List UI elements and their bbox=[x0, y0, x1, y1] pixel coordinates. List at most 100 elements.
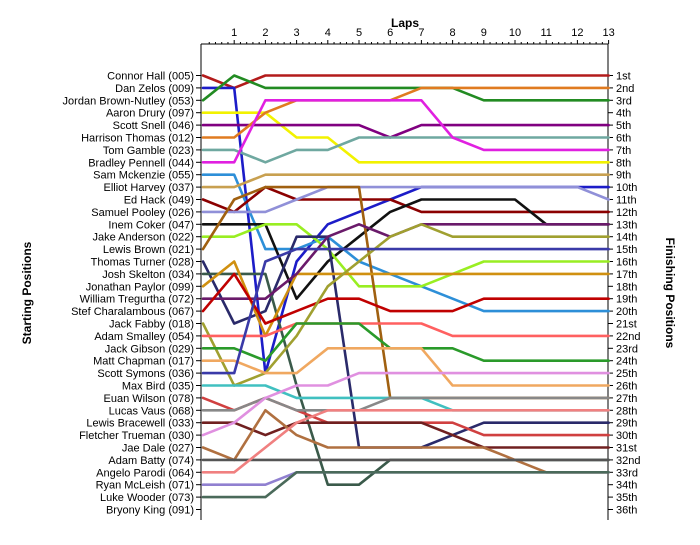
driver-line-20 bbox=[201, 272, 610, 325]
lap-tick-labels: 1 2 3 4 5 6 7 8 9 10 11 12 13 bbox=[231, 27, 615, 39]
finishing-position-label: 13th bbox=[616, 219, 637, 231]
finishing-position-label: 26th bbox=[616, 381, 637, 393]
driver-line-17 bbox=[201, 272, 610, 487]
starting-position-label: Bryony King (091) bbox=[106, 505, 194, 517]
lap-tick-label: 11 bbox=[540, 27, 551, 39]
finishing-position-label: 25th bbox=[616, 368, 637, 380]
series-layer bbox=[201, 74, 610, 499]
starting-position-label: Jordan Brown-Nutley (053) bbox=[63, 95, 194, 107]
lap-tick-label: 8 bbox=[450, 27, 456, 39]
driver-line-30 bbox=[201, 371, 610, 437]
finishing-position-label: 8th bbox=[616, 157, 631, 169]
finishing-position-label: 11th bbox=[616, 195, 637, 207]
driver-line-27 bbox=[201, 396, 610, 437]
starting-position-label: Dan Zelos (009) bbox=[115, 83, 194, 95]
finishing-position-label: 7th bbox=[616, 145, 631, 157]
starting-position-label: Aaron Drury (097) bbox=[106, 108, 194, 120]
finishing-position-label: 3rd bbox=[616, 95, 632, 107]
finishing-position-label: 6th bbox=[616, 133, 631, 145]
starting-position-label: Josh Skelton (034) bbox=[102, 269, 194, 281]
starting-position-label: Lucas Vaus (068) bbox=[109, 405, 194, 417]
finishing-position-label: 24th bbox=[616, 356, 637, 368]
starting-position-label: Scott Snell (046) bbox=[113, 120, 194, 132]
finishing-position-label: 20th bbox=[616, 306, 637, 318]
starting-position-label: Scott Symons (036) bbox=[97, 368, 194, 380]
right-axis-title: Finishing Positions bbox=[663, 238, 677, 349]
finishing-position-label: 1st bbox=[616, 71, 631, 83]
starting-position-label: Ryan McLeish (071) bbox=[96, 480, 194, 492]
starting-position-label: Lewis Brown (021) bbox=[103, 244, 194, 256]
driver-line-25 bbox=[201, 247, 610, 375]
starting-position-label: Euan Wilson (078) bbox=[104, 393, 195, 405]
starting-position-label: Max Bird (035) bbox=[122, 381, 194, 393]
finishing-position-label: 16th bbox=[616, 257, 637, 269]
lap-tick-label: 7 bbox=[418, 27, 424, 39]
finishing-position-label: 36th bbox=[616, 505, 637, 517]
driver-line-6 bbox=[201, 86, 610, 139]
starting-position-label: Jae Dale (027) bbox=[122, 443, 194, 455]
lap-tick-label: 13 bbox=[602, 27, 614, 39]
starting-position-label: Lewis Bracewell (033) bbox=[86, 418, 194, 430]
starting-position-label: Luke Wooder (073) bbox=[100, 492, 194, 504]
driver-line-7 bbox=[201, 136, 610, 164]
driver-line-21 bbox=[201, 223, 610, 387]
starting-position-label: Matt Chapman (017) bbox=[93, 356, 194, 368]
starting-position-label: Jack Gibson (029) bbox=[105, 343, 194, 355]
driver-line-5 bbox=[201, 123, 610, 139]
finishing-position-label: 15th bbox=[616, 244, 637, 256]
starting-position-label: Fletcher Trueman (030) bbox=[79, 430, 194, 442]
starting-position-label: Elliot Harvey (037) bbox=[104, 182, 194, 194]
driver-line-22 bbox=[201, 322, 610, 338]
starting-position-label: Thomas Turner (028) bbox=[91, 257, 194, 269]
finishing-position-label: 12th bbox=[616, 207, 637, 219]
finishing-position-label: 35th bbox=[616, 492, 637, 504]
driver-line-12 bbox=[201, 185, 610, 214]
starting-position-label: Adam Batty (074) bbox=[108, 455, 194, 467]
lap-tick-label: 2 bbox=[262, 27, 268, 39]
finishing-position-label: 21st bbox=[616, 319, 637, 331]
driver-line-13 bbox=[201, 198, 610, 301]
finishing-position-label: 27th bbox=[616, 393, 637, 405]
finishing-position-label: 29th bbox=[616, 418, 637, 430]
finishing-position-label: 2nd bbox=[616, 83, 634, 95]
driver-line-14 bbox=[201, 223, 610, 288]
driver-line-31 bbox=[201, 408, 610, 474]
finishing-position-label: 23rd bbox=[616, 343, 638, 355]
finishing-position-label: 31st bbox=[616, 443, 637, 455]
starting-position-label: Jack Fabby (018) bbox=[109, 319, 194, 331]
driver-line-33 bbox=[201, 408, 610, 474]
driver-line-35 bbox=[201, 470, 610, 499]
finishing-position-label: 33rd bbox=[616, 467, 638, 479]
starting-position-label: Jake Anderson (022) bbox=[92, 232, 194, 244]
lap-tick-label: 9 bbox=[481, 27, 487, 39]
driver-line-4 bbox=[201, 111, 610, 164]
starting-position-label: Tom Gamble (023) bbox=[103, 145, 194, 157]
starting-position-label: Bradley Pennell (044) bbox=[88, 157, 194, 169]
starting-position-label: Stef Charalambous (067) bbox=[71, 306, 194, 318]
starting-position-label: Sam Mckenzie (055) bbox=[93, 170, 194, 182]
finishing-position-label: 28th bbox=[616, 405, 637, 417]
left-axis-title: Starting Positions bbox=[20, 241, 34, 344]
driver-line-9 bbox=[201, 173, 610, 313]
starting-position-label: Inem Coker (047) bbox=[108, 219, 194, 231]
driver-line-29 bbox=[201, 421, 610, 449]
finishing-position-label: 19th bbox=[616, 294, 637, 306]
finishing-position-label: 30th bbox=[616, 430, 637, 442]
finishing-position-label: 34th bbox=[616, 480, 637, 492]
finishing-position-label: 4th bbox=[616, 108, 631, 120]
finishing-position-label: 14th bbox=[616, 232, 637, 244]
starting-position-label: Jonathan Paylor (099) bbox=[86, 281, 194, 293]
starting-position-label: William Tregurtha (072) bbox=[80, 294, 194, 306]
driver-line-18 bbox=[201, 260, 610, 338]
lap-tick-label: 12 bbox=[571, 27, 583, 39]
lap-tick-label: 1 bbox=[231, 27, 237, 39]
lap-tick-label: 6 bbox=[387, 27, 393, 39]
starting-position-label: Harrison Thomas (012) bbox=[81, 133, 194, 145]
lap-tick-label: 10 bbox=[509, 27, 521, 39]
finishing-position-label: 18th bbox=[616, 281, 637, 293]
starting-position-labels: Connor Hall (005)Dan Zelos (009)Jordan B… bbox=[63, 71, 194, 517]
finishing-position-label: 32nd bbox=[616, 455, 640, 467]
driver-line-28 bbox=[201, 396, 610, 412]
